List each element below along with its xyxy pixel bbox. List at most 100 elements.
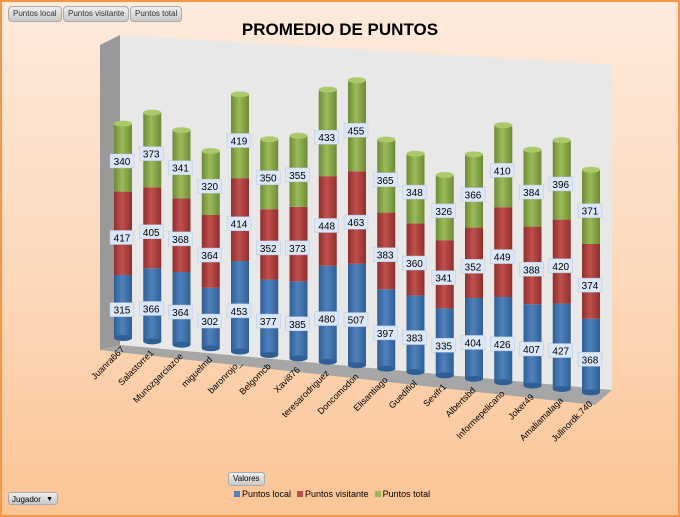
bar-base [172, 341, 191, 348]
data-label: 371 [577, 203, 603, 218]
data-label: 340 [109, 153, 135, 169]
data-label: 364 [197, 247, 222, 263]
bar-stack-Juanra667: 315 417 340 [109, 120, 135, 341]
svg-text:374: 374 [582, 281, 599, 292]
bar-top [406, 150, 425, 157]
bar-stack-Salastorre1: 366 405 373 [139, 109, 164, 345]
bar-base [406, 369, 425, 375]
data-label: 453 [226, 303, 252, 319]
bar-base [377, 365, 396, 372]
bar-top [523, 146, 542, 153]
jugador-field-dropdown[interactable]: Jugador ▼ [8, 492, 58, 505]
data-label: 463 [343, 214, 369, 230]
data-label: 385 [285, 316, 310, 331]
bar-top [435, 172, 454, 178]
svg-text:326: 326 [435, 207, 452, 218]
data-label: 410 [490, 163, 515, 178]
bar-base [523, 382, 542, 389]
data-label: 396 [548, 176, 573, 192]
x-tick-label: Albertsbd [443, 385, 477, 419]
legend-label: Puntos visitante [305, 489, 369, 499]
data-label: 360 [402, 255, 427, 271]
svg-text:507: 507 [348, 316, 365, 327]
svg-text:385: 385 [289, 320, 306, 331]
svg-text:397: 397 [377, 329, 394, 340]
bar-top [552, 137, 571, 144]
svg-text:350: 350 [260, 174, 277, 185]
data-label: 427 [548, 343, 573, 358]
bar-stack-Julinordk.740: 368 374 371 [577, 166, 603, 396]
legend: Puntos local Puntos visitante Puntos tot… [234, 489, 430, 499]
svg-text:455: 455 [348, 126, 365, 137]
data-label: 397 [373, 325, 398, 341]
legend-swatch [297, 491, 304, 497]
svg-text:396: 396 [552, 180, 569, 191]
data-label: 448 [314, 218, 339, 233]
filter-button-puntos-visitante[interactable]: Puntos visitante [63, 6, 130, 22]
bar-base [260, 352, 279, 358]
bar-top [231, 91, 249, 98]
data-label: 352 [460, 259, 486, 274]
svg-text:355: 355 [289, 171, 306, 182]
bar-top [318, 86, 337, 93]
bar-base [435, 372, 454, 379]
svg-text:366: 366 [465, 191, 482, 202]
bar-base [465, 375, 483, 382]
data-label: 315 [109, 302, 135, 317]
bar-top [377, 136, 396, 143]
data-label: 320 [197, 178, 222, 194]
values-field-button[interactable]: Valores [228, 472, 265, 486]
bar-stack-miguelmd: 302 364 320 [197, 148, 222, 352]
data-label: 350 [256, 170, 281, 185]
bar-top [201, 148, 220, 154]
data-label: 366 [139, 301, 164, 316]
svg-text:373: 373 [143, 150, 160, 161]
chart-title: PROMEDIO DE PUNTOS [241, 20, 439, 39]
bar-top [172, 127, 191, 134]
bar-top [465, 151, 483, 158]
data-label: 352 [256, 240, 281, 256]
svg-text:348: 348 [406, 188, 423, 199]
data-label: 335 [431, 338, 456, 353]
svg-text:364: 364 [201, 251, 218, 262]
legend-item-local: Puntos local [234, 489, 291, 499]
data-label: 404 [460, 335, 486, 350]
data-label: 341 [168, 160, 193, 175]
data-label: 507 [343, 312, 369, 327]
svg-text:448: 448 [318, 221, 335, 232]
data-label: 384 [519, 184, 544, 200]
bar-stack-Albertsbd: 404 352 366 [460, 151, 486, 382]
data-label: 480 [314, 311, 339, 326]
svg-text:352: 352 [465, 262, 482, 273]
filter-button-puntos-total[interactable]: Puntos total [130, 6, 183, 22]
bar-base [231, 348, 249, 355]
data-label: 326 [431, 203, 456, 219]
bar-stack-Xavi876: 385 373 355 [285, 132, 310, 362]
svg-text:335: 335 [435, 341, 452, 352]
bar-stack-Informepelicano: 426 449 410 [490, 122, 515, 386]
legend-item-visitante: Puntos visitante [297, 489, 369, 499]
bar-top [114, 120, 132, 127]
data-label: 405 [139, 224, 164, 239]
svg-text:371: 371 [582, 207, 599, 218]
svg-text:368: 368 [582, 355, 599, 366]
bar-stack-Belgomcb: 377 352 350 [256, 136, 281, 358]
filter-button-puntos-local[interactable]: Puntos local [8, 6, 62, 22]
svg-text:320: 320 [201, 182, 218, 193]
data-label: 302 [197, 313, 222, 329]
bar-base [114, 335, 132, 341]
svg-text:463: 463 [348, 218, 365, 229]
bar-stack-teresarodriguez: 480 448 433 [314, 86, 339, 365]
bar-base [318, 358, 337, 365]
svg-text:352: 352 [260, 244, 277, 255]
bar-base [494, 379, 513, 386]
data-label: 417 [109, 230, 135, 245]
bar-stack-Doncomodon: 507 463 455 [343, 77, 369, 369]
data-label: 364 [168, 304, 193, 320]
data-label: 355 [285, 167, 310, 183]
svg-text:426: 426 [494, 340, 511, 351]
svg-text:368: 368 [172, 235, 189, 246]
data-label: 449 [490, 249, 515, 264]
data-label: 348 [402, 184, 427, 200]
svg-text:427: 427 [552, 347, 569, 358]
